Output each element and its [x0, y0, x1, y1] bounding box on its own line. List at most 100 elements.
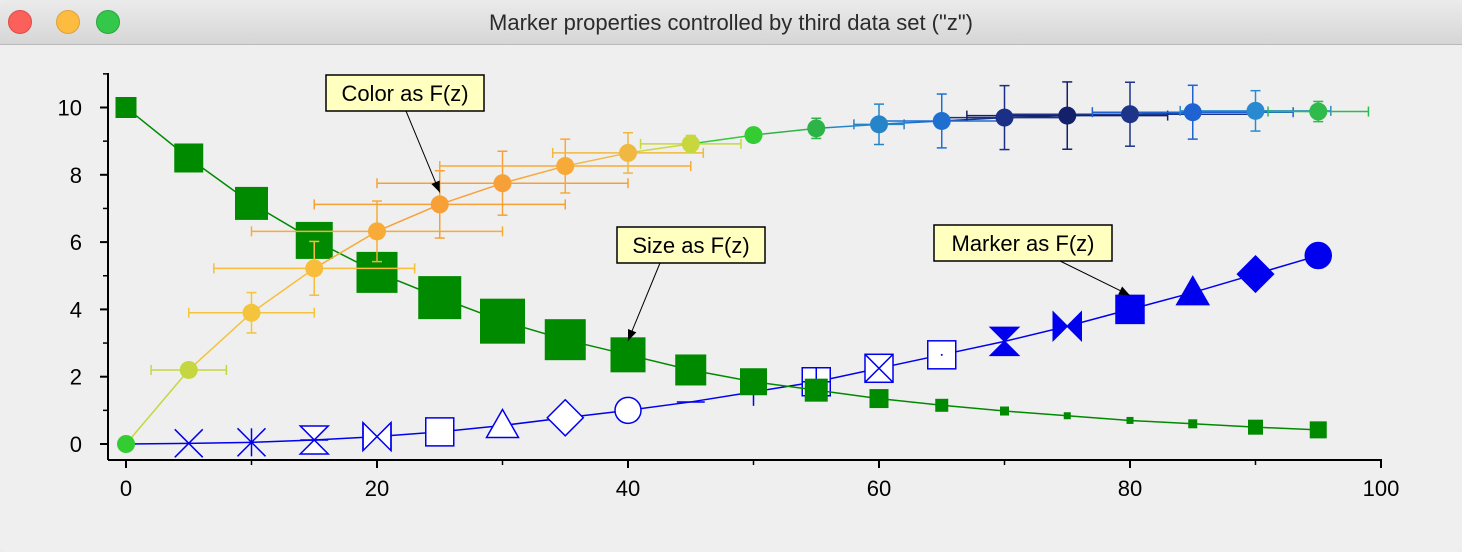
data-marker	[235, 186, 268, 220]
annotation: Color as F(z)	[325, 74, 485, 193]
data-marker	[744, 126, 763, 145]
x-tick-label: 60	[867, 476, 891, 501]
data-marker	[1248, 419, 1263, 435]
data-marker	[117, 435, 135, 453]
x-tick-label: 20	[365, 476, 389, 501]
data-marker	[1126, 416, 1134, 424]
annotation-arrowhead	[431, 180, 440, 193]
data-marker	[804, 378, 828, 402]
y-tick-label: 8	[70, 163, 82, 188]
marker-shape	[1052, 310, 1082, 343]
data-marker	[1304, 241, 1332, 270]
plot-area: 0 20 40 60 80 100 0 2 4 6 8 10 Color as F(z) Size as …	[0, 45, 1462, 552]
series-segment	[753, 127, 817, 136]
data-marker	[610, 337, 646, 373]
data-marker	[932, 111, 951, 130]
data-marker	[493, 174, 512, 193]
marker-shape	[1115, 294, 1145, 325]
y-tick-label: 10	[58, 96, 82, 121]
annotation-box	[325, 74, 485, 112]
annotation: Marker as F(z)	[933, 224, 1131, 296]
marker-shape	[940, 353, 943, 356]
data-marker	[869, 389, 889, 409]
data-marker	[935, 398, 949, 412]
data-marker	[305, 259, 324, 278]
data-marker	[614, 396, 642, 425]
series-segment	[439, 182, 503, 206]
marker-shape	[1175, 275, 1211, 306]
data-marker	[298, 425, 331, 455]
x-tick-label: 0	[120, 476, 132, 501]
data-marker	[1309, 421, 1327, 439]
data-marker	[362, 420, 392, 453]
data-marker	[1188, 419, 1198, 429]
marker-shape	[614, 396, 642, 425]
marker-shape	[1236, 255, 1275, 294]
annotation-box	[616, 226, 766, 264]
series-segment	[502, 165, 566, 184]
marker-shape	[485, 407, 520, 439]
data-marker	[870, 115, 888, 134]
series-segment	[188, 312, 253, 371]
marker-stroke	[174, 428, 204, 458]
data-marker	[242, 303, 261, 322]
marker-shape	[546, 398, 585, 437]
zoom-button[interactable]	[96, 10, 120, 34]
close-button[interactable]	[8, 10, 32, 34]
series-segment	[690, 134, 754, 145]
data-marker	[1183, 103, 1202, 122]
chart-svg: 0 20 40 60 80 100 0 2 4 6 8 10 Color as F(z) Size as …	[58, 73, 1399, 501]
y-tick-label: 0	[70, 432, 82, 457]
annotation-label: Marker as F(z)	[952, 231, 1095, 256]
data-marker	[1115, 294, 1145, 325]
annotation-arrow-line	[627, 262, 661, 342]
series-marker-shape	[125, 241, 1332, 458]
series-marker-color	[117, 81, 1370, 453]
x-tick-label: 40	[616, 476, 640, 501]
data-marker	[927, 340, 957, 370]
series-segment	[313, 230, 378, 269]
data-marker	[418, 276, 462, 320]
series-segment	[251, 267, 315, 314]
data-marker	[1063, 412, 1071, 420]
y-tick-label: 4	[70, 297, 82, 322]
data-marker	[1236, 255, 1275, 294]
y-tick-label: 2	[70, 365, 82, 390]
y-tick-label: 6	[70, 230, 82, 255]
minimize-button[interactable]	[56, 10, 80, 34]
data-marker	[480, 298, 525, 344]
marker-shape	[988, 326, 1021, 357]
data-marker	[1000, 406, 1009, 416]
data-marker	[115, 97, 137, 118]
marker-stroke	[864, 353, 894, 383]
annotation-label: Color as F(z)	[341, 81, 468, 106]
annotation: Size as F(z)	[616, 226, 766, 342]
series-line	[125, 254, 1319, 445]
annotation-arrow-line	[405, 110, 441, 193]
title-bar[interactable]: Marker properties controlled by third da…	[0, 0, 1462, 45]
marker-shape	[425, 417, 455, 447]
annotation-arrowhead	[628, 328, 637, 341]
x-tick-label: 80	[1118, 476, 1142, 501]
data-marker	[174, 143, 204, 173]
annotation-arrow-line	[1059, 260, 1131, 296]
series-segment	[376, 203, 441, 233]
data-marker	[1309, 102, 1328, 121]
data-marker	[1121, 105, 1139, 124]
data-marker	[995, 108, 1014, 127]
series-segment	[125, 369, 190, 445]
data-marker	[556, 157, 575, 176]
data-marker	[179, 360, 198, 379]
data-marker	[368, 222, 386, 241]
annotation-label: Size as F(z)	[632, 233, 749, 258]
data-marker	[988, 326, 1021, 357]
data-marker	[174, 428, 204, 458]
data-marker	[546, 398, 585, 437]
data-marker	[1175, 275, 1211, 306]
series-segment	[627, 143, 691, 154]
data-marker	[425, 417, 455, 447]
data-marker	[1246, 101, 1265, 120]
data-marker	[675, 354, 707, 386]
data-marker	[544, 319, 586, 361]
